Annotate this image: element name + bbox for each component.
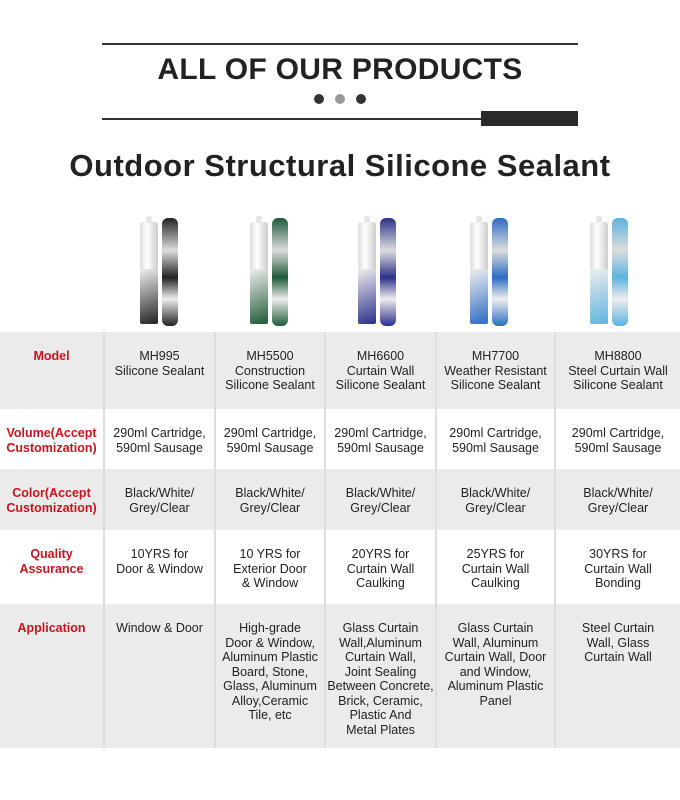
table-cell: 290ml Cartridge, 590ml Sausage: [326, 409, 437, 469]
dot: [356, 94, 366, 104]
sausage: [380, 218, 396, 326]
cartridge: [358, 216, 376, 324]
row-header: Model: [0, 332, 105, 409]
table-cell: 290ml Cartridge, 590ml Sausage: [105, 409, 216, 469]
table-cell: MH995 Silicone Sealant: [105, 332, 216, 409]
sausage: [492, 218, 508, 326]
cartridge: [590, 216, 608, 324]
table-cell: MH5500 Construction Silicone Sealant: [216, 332, 326, 409]
table-cell: Black/White/ Grey/Clear: [437, 469, 556, 530]
table-cell: MH8800 Steel Curtain Wall Silicone Seala…: [568, 349, 668, 392]
table-cell: Steel Curtain Wall, Glass Curtain Wall: [581, 621, 655, 664]
table-cell: 30YRS for Curtain Wall Bonding: [584, 547, 652, 590]
product-image: [358, 216, 402, 328]
table-cell: Glass Curtain Wall, Aluminum Curtain Wal…: [437, 604, 556, 748]
product-image: [590, 216, 634, 328]
cartridge: [140, 216, 158, 324]
cartridge: [250, 216, 268, 324]
table-cell: Black/White/ Grey/Clear: [105, 469, 216, 530]
table-row: Quality Assurance 10YRS for Door & Window…: [0, 530, 680, 604]
product-image: [470, 216, 514, 328]
bottom-divider: [102, 118, 482, 120]
table-row: Application Window & Door High-grade Door …: [0, 604, 680, 748]
page-title: ALL OF OUR PRODUCTS: [157, 53, 523, 86]
table-row: Volume(Accept Customization) 290ml Cartri…: [0, 409, 680, 469]
table-cell: MH7700 Weather Resistant Silicone Sealan…: [437, 332, 556, 409]
table-cell: 25YRS for Curtain Wall Caulking: [437, 530, 556, 604]
row-header: Color(Accept Customization): [0, 469, 105, 530]
dot: [314, 94, 324, 104]
sausage: [162, 218, 178, 326]
table-cell: Black/White/ Grey/Clear: [216, 469, 326, 530]
table-cell: 20YRS for Curtain Wall Caulking: [326, 530, 437, 604]
spec-table: Model MH995 Silicone Sealant MH5500 Constr…: [0, 332, 680, 748]
table-cell: 290ml Cartridge, 590ml Sausage: [571, 426, 665, 455]
table-cell: 290ml Cartridge, 590ml Sausage: [437, 409, 556, 469]
table-cell: High-grade Door & Window, Aluminum Plast…: [216, 604, 326, 748]
cartridge: [470, 216, 488, 324]
table-cell: Black/White/ Grey/Clear: [583, 486, 653, 515]
sausage: [612, 218, 628, 326]
table-cell: Black/White/ Grey/Clear: [326, 469, 437, 530]
table-cell: 10 YRS for Exterior Door & Window: [216, 530, 326, 604]
table-cell: Glass Curtain Wall,Aluminum Curtain Wall…: [326, 604, 437, 748]
table-cell: 290ml Cartridge, 590ml Sausage: [216, 409, 326, 469]
table-cell: Window & Door: [105, 604, 216, 748]
dot: [335, 94, 345, 104]
table-row: Color(Accept Customization) Black/White/ …: [0, 469, 680, 530]
product-images: [0, 216, 680, 328]
table-cell: MH6600 Curtain Wall Silicone Sealant: [326, 332, 437, 409]
row-header: Quality Assurance: [0, 530, 105, 604]
top-divider: [102, 43, 578, 45]
table-cell: 10YRS for Door & Window: [105, 530, 216, 604]
dots-decoration: [0, 94, 680, 104]
row-header: Volume(Accept Customization): [0, 409, 105, 469]
divider-bar: [481, 111, 578, 126]
section-title: Outdoor Structural Silicone Sealant: [69, 148, 611, 183]
row-header: Application: [0, 604, 105, 748]
sausage: [272, 218, 288, 326]
product-image: [140, 216, 184, 328]
product-image: [250, 216, 294, 328]
table-row: Model MH995 Silicone Sealant MH5500 Constr…: [0, 332, 680, 409]
